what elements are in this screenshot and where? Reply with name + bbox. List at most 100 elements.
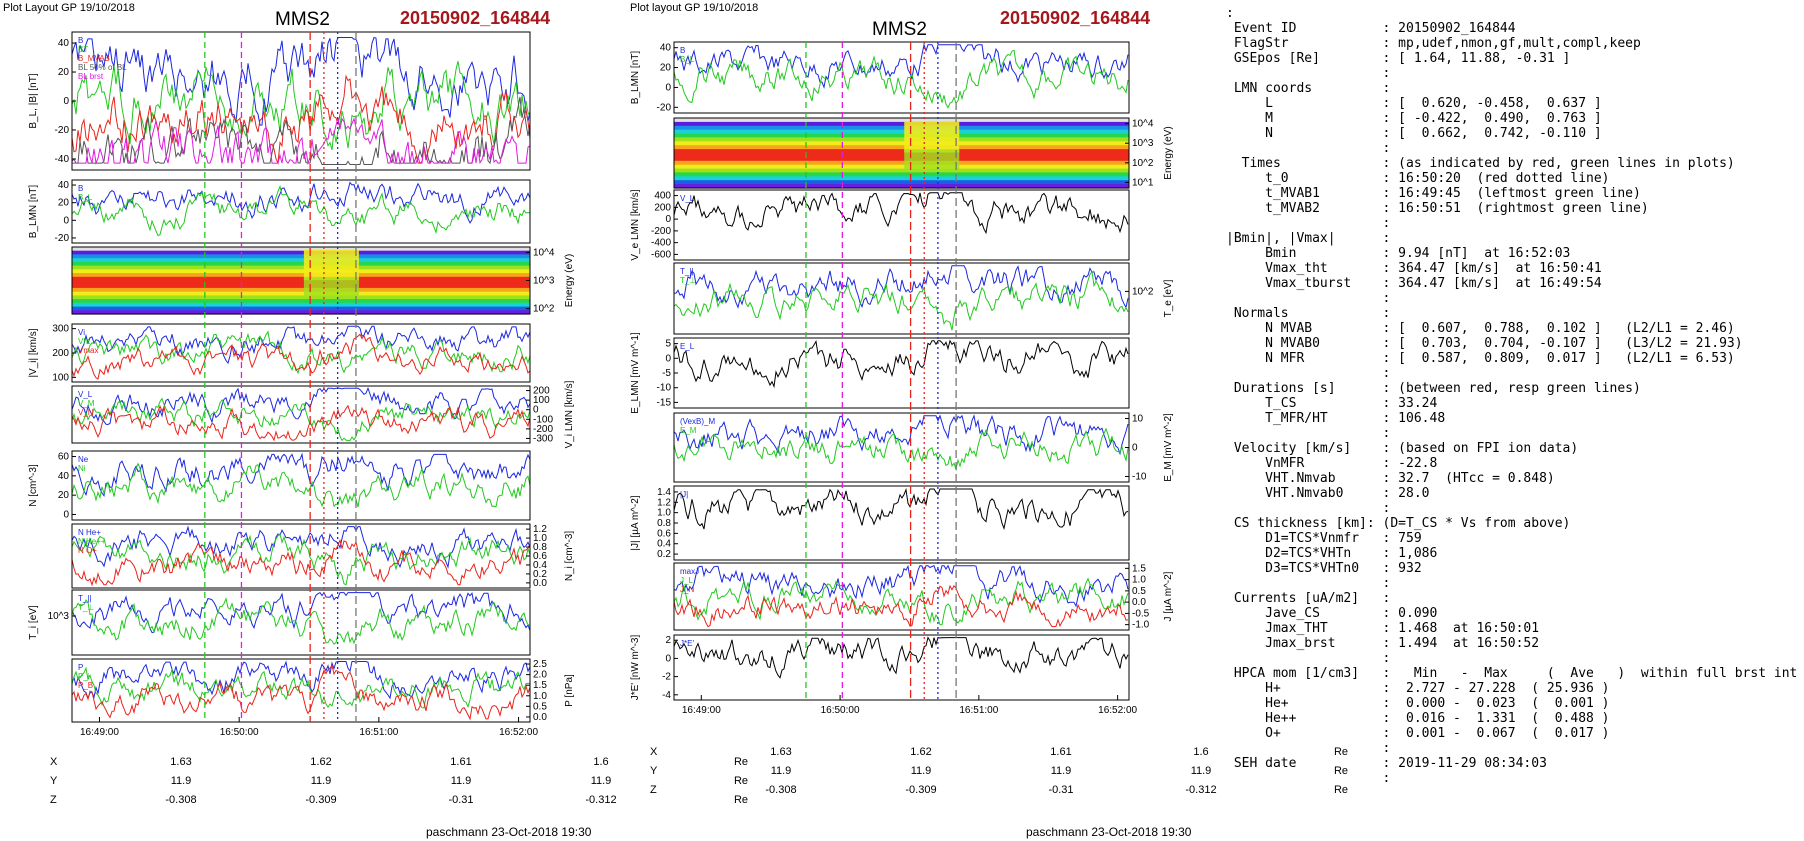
- y-tick-label: 0: [665, 214, 671, 225]
- y-tick-label: 0.5: [1132, 586, 1146, 597]
- position-label: Y: [50, 774, 58, 787]
- y-tick-label: -0.5: [1132, 608, 1150, 619]
- info-line: Jmax_THT : 1.468 at 16:50:01: [1226, 621, 1540, 636]
- legend-entry: E_L: [680, 342, 695, 351]
- info-line: :: [1226, 576, 1391, 591]
- info-line: Bmin : 9.94 [nT] at 16:52:03: [1226, 246, 1571, 261]
- left-figure-header: Plot Layout GP 19/10/2018: [3, 2, 135, 14]
- panel-frame: [71, 31, 531, 171]
- spectrogram-band: [674, 176, 1129, 181]
- info-line: t_MVAB1 : 16:49:45 (leftmost green line): [1226, 186, 1641, 201]
- position-value: 11.9: [1190, 764, 1212, 777]
- info-line: D2=TCS*VHTn : 1,086: [1226, 546, 1438, 561]
- y-tick-label: 0: [63, 96, 69, 107]
- y-tick-label: 2.5: [533, 659, 547, 670]
- spectrogram-band: [72, 269, 530, 274]
- info-line: He+ : 0.000 - 0.023 ( 0.001 ): [1226, 696, 1610, 711]
- data-trace: [71, 597, 531, 645]
- legend-entry: T_⊥: [78, 603, 94, 612]
- legend-entry: V_L: [78, 390, 93, 399]
- spectrogram-band: [674, 156, 1129, 162]
- spectrogram-band: [72, 291, 530, 296]
- info-line: LMN coords :: [1226, 81, 1391, 96]
- y-tick-label: 0.2: [533, 569, 547, 580]
- position-label: Y: [650, 764, 658, 777]
- position-value: -0.309: [905, 783, 937, 796]
- panel-frame: [673, 117, 1130, 189]
- y-tick-label: 0.0: [533, 578, 547, 589]
- y-tick-label: -200: [651, 226, 671, 237]
- position-label: Z: [650, 783, 657, 796]
- data-trace: [71, 462, 531, 508]
- y-axis-label: V_i LMN [km/s]: [564, 380, 575, 448]
- info-line: :: [1226, 291, 1391, 306]
- info-line: CS thickness [km]: (D=T_CS * Vs from abo…: [1226, 516, 1571, 531]
- y-tick-label: 10: [1132, 414, 1144, 425]
- position-value: 11.9: [590, 774, 612, 787]
- y-tick-label: 0.8: [657, 518, 671, 529]
- info-line: :: [1226, 651, 1391, 666]
- position-value: 1.6: [593, 755, 609, 768]
- y-axis-label: B_LMN [nT]: [630, 51, 641, 105]
- data-trace: [71, 96, 531, 165]
- position-row: Z -0.308 -0.309 -0.31 -0.312 Re: [650, 781, 1410, 798]
- position-row: Y 11.9 11.9 11.9 11.9 Re: [650, 762, 1410, 779]
- position-row: X 1.63 1.62 1.61 1.6 Re: [650, 743, 1410, 760]
- spectrogram-band: [72, 273, 530, 278]
- info-line: Event ID : 20150902_164844: [1226, 21, 1516, 36]
- data-trace: [673, 487, 1129, 531]
- y-tick-label: 10^4: [533, 247, 555, 258]
- data-trace: [71, 532, 531, 586]
- info-line: FlagStr : mp,udef,nmon,gf,mult,compl,kee…: [1226, 36, 1641, 51]
- y-tick-label: -5: [662, 368, 671, 379]
- y-tick-label: 0: [63, 509, 69, 520]
- data-trace: [71, 538, 531, 587]
- info-line: :: [1226, 426, 1391, 441]
- info-line: :: [1226, 141, 1391, 156]
- y-tick-label: 1.0: [533, 691, 547, 702]
- y-axis-label: Energy (eV): [564, 254, 575, 307]
- position-value: 1.6: [1193, 745, 1209, 758]
- legend-entry: maxJ: [680, 567, 699, 576]
- y-axis-label: B_LMN [nT]: [28, 185, 39, 239]
- data-trace: [673, 339, 1129, 389]
- legend-entry: N He++: [78, 537, 106, 546]
- legend-entry: B: [78, 36, 83, 45]
- panel-frame: [71, 179, 531, 244]
- spectrogram-band: [72, 247, 530, 252]
- y-tick-label: 20: [58, 67, 70, 78]
- info-line: VnMFR : -22.8: [1226, 456, 1438, 471]
- data-trace: [673, 270, 1129, 331]
- position-value: -0.312: [1185, 783, 1217, 796]
- position-unit: Re: [1333, 764, 1349, 777]
- y-tick-label: 100: [533, 395, 550, 406]
- y-tick-label: -20: [55, 233, 70, 244]
- y-axis-label: V_e LMN [km/s]: [630, 189, 641, 260]
- position-row: X 1.63 1.62 1.61 1.6 Re: [50, 753, 810, 770]
- y-tick-label: 40: [58, 180, 70, 191]
- spectrogram-band: [674, 153, 1129, 158]
- legend-entry: Vi: [78, 328, 85, 337]
- spectrogram-band: [674, 125, 1129, 131]
- y-tick-label: 200: [654, 202, 671, 213]
- legend-entry: Ni: [78, 464, 86, 473]
- panel-frame: [673, 262, 1130, 335]
- info-line: N MFR : [ 0.587, 0.809, 0.017 ] (L2/L1 =…: [1226, 351, 1735, 366]
- y-axis-label: |V_i| [km/s]: [28, 328, 39, 377]
- info-line: Normals :: [1226, 306, 1391, 321]
- y-axis-label: |J| [µA m^-2]: [630, 495, 641, 550]
- plot-panel: 1.41.21.00.80.60.40.2 |J| [µA m^-2] |J|: [630, 485, 1130, 561]
- spectrogram-band: [674, 180, 1129, 185]
- y-tick-label: 10^2: [533, 304, 555, 315]
- panel-frame: [673, 41, 1130, 114]
- spectrogram-band: [72, 295, 530, 300]
- x-tick-label: 16:49:00: [80, 727, 119, 738]
- position-value: -0.31: [1048, 783, 1074, 796]
- legend-entry: BL brst: [78, 72, 104, 81]
- panel-frame: [71, 450, 531, 521]
- data-trace: [71, 184, 531, 237]
- position-value: 1.62: [310, 755, 332, 768]
- y-tick-label: 2: [665, 635, 671, 646]
- panel-frame: [673, 337, 1130, 409]
- info-line: :: [1226, 216, 1391, 231]
